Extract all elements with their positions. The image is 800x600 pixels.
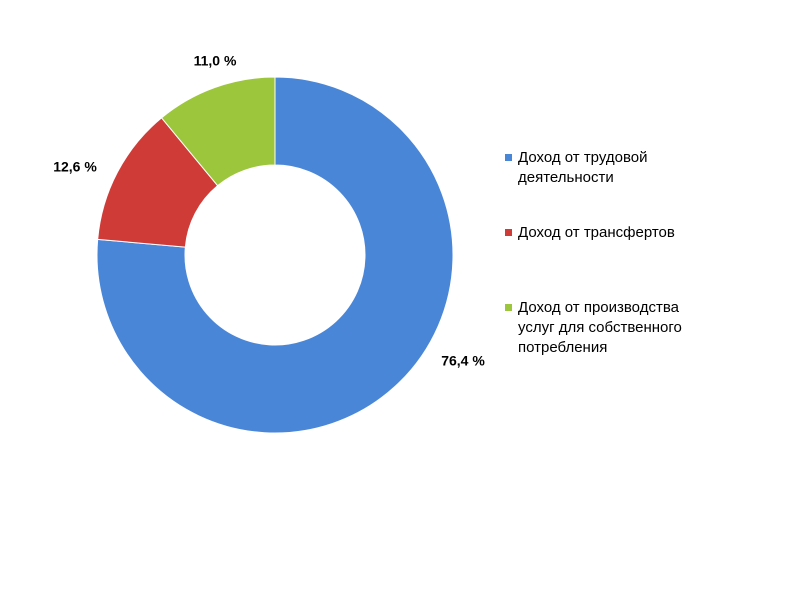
data-label: 12,6 % <box>53 159 97 175</box>
legend-item: Доход от трудовой деятельности <box>505 148 718 188</box>
legend-label: Доход от трансфертов <box>518 224 675 241</box>
legend-swatch <box>505 229 512 236</box>
legend-swatch <box>505 304 512 311</box>
legend-swatch <box>505 154 512 161</box>
donut-segment <box>160 76 276 187</box>
donut-segment <box>96 76 454 434</box>
legend-item: Доход от трансфертов <box>505 223 718 243</box>
legend-item: Доход от производства услуг для собствен… <box>505 298 718 358</box>
data-label: 76,4 % <box>441 353 485 369</box>
data-label: 11,0 % <box>194 53 237 69</box>
legend-label: Доход от трудовой деятельности <box>518 149 648 186</box>
legend-label: Доход от производства услуг для собствен… <box>518 299 682 356</box>
